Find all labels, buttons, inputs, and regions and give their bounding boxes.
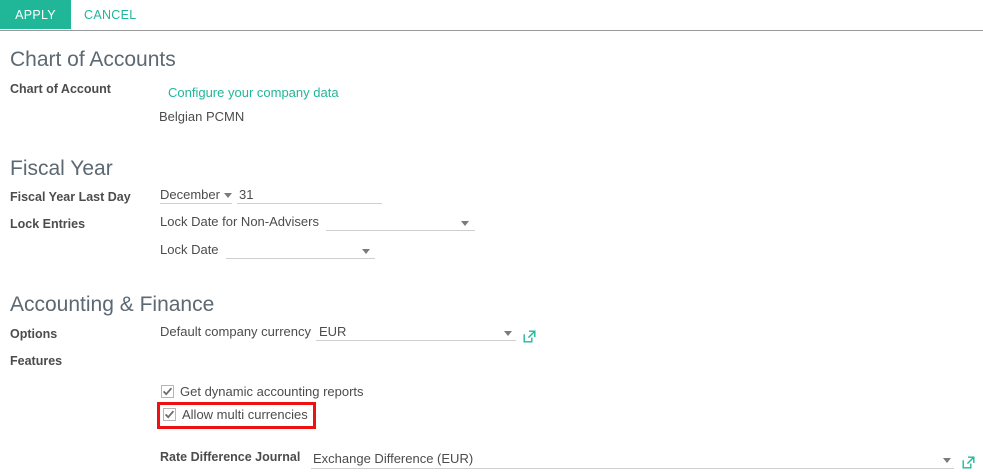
label-rate-difference-journal: Rate Difference Journal (160, 450, 301, 464)
fiscal-year-day-underline (237, 203, 382, 204)
fiscal-year-month-underline (160, 203, 232, 204)
fiscal-year-month-select[interactable]: December (160, 187, 220, 202)
configure-company-data-link[interactable]: Configure your company data (168, 85, 339, 100)
label-fiscal-year-last-day: Fiscal Year Last Day (10, 190, 131, 204)
rate-difference-journal-underline (311, 468, 954, 469)
checkbox-allow-multi-currencies[interactable] (163, 408, 176, 421)
default-company-currency-underline (316, 340, 516, 341)
label-allow-multi-currencies[interactable]: Allow multi currencies (182, 407, 308, 422)
label-lock-date: Lock Date (160, 242, 219, 257)
label-lock-entries: Lock Entries (10, 217, 86, 231)
apply-button[interactable]: APPLY (0, 0, 71, 29)
lock-date-non-advisers-underline (326, 230, 475, 231)
label-lock-date-non-advisers: Lock Date for Non-Advisers (160, 214, 319, 229)
lock-date-underline (226, 258, 375, 259)
label-chart-of-account: Chart of Account (10, 82, 111, 96)
chevron-down-icon[interactable] (362, 249, 370, 254)
section-title-accounting-finance: Accounting & Finance (10, 293, 215, 316)
cancel-button[interactable]: CANCEL (76, 0, 145, 29)
label-default-company-currency: Default company currency (160, 324, 312, 339)
chevron-down-icon[interactable] (504, 331, 512, 336)
chart-of-account-value: Belgian PCMN (159, 109, 245, 124)
default-company-currency-select[interactable]: EUR (319, 324, 347, 339)
checkbox-dynamic-accounting-reports[interactable] (161, 385, 174, 398)
label-features: Features (10, 354, 63, 368)
external-link-icon-currency[interactable] (523, 330, 536, 343)
action-toolbar: APPLY CANCEL (0, 0, 983, 31)
chevron-down-icon[interactable] (461, 221, 469, 226)
label-dynamic-accounting-reports[interactable]: Get dynamic accounting reports (180, 384, 364, 399)
section-title-chart-of-accounts: Chart of Accounts (10, 48, 176, 71)
external-link-icon-rate-difference-journal[interactable] (962, 456, 975, 469)
fiscal-year-day-input[interactable]: 31 (239, 187, 254, 202)
section-title-fiscal-year: Fiscal Year (10, 157, 113, 180)
label-options: Options (10, 327, 58, 341)
chevron-down-icon[interactable] (224, 193, 232, 198)
